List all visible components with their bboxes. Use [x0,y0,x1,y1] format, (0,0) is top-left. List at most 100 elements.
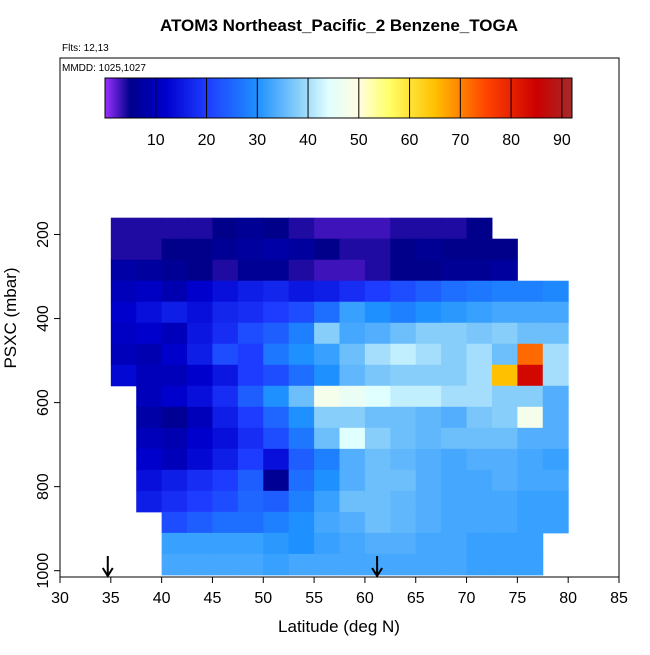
heat-cell [364,238,391,261]
heat-cell [415,511,442,534]
heat-cell [415,322,442,345]
heat-cell [212,406,239,429]
heat-cell [110,238,137,261]
heat-cell [441,511,468,534]
heat-cell [288,490,315,513]
heat-cell [136,364,163,387]
heat-cell [339,217,366,240]
heat-cell [161,364,188,387]
heat-cell [237,469,264,492]
heat-cell [466,553,493,576]
heat-cell [415,301,442,324]
heat-cell [212,553,239,576]
arrow [101,556,114,578]
heat-cell [263,469,290,492]
heat-cell [364,364,391,387]
heat-cell [441,238,468,261]
colorbar [104,77,573,119]
heat-cell [390,469,417,492]
heat-cell [415,448,442,471]
heat-cell [212,385,239,408]
heat-cell [136,385,163,408]
heat-cell [542,490,569,513]
heat-cell [110,364,137,387]
heat-cell [187,301,213,324]
heat-cell [314,364,340,387]
heat-cell [136,406,163,429]
heat-cell [288,322,315,345]
heat-cell [237,343,264,366]
heat-cell [212,238,239,261]
heat-cell [491,406,518,429]
colorbar-tick-label: 10 [147,132,165,149]
heat-cell [136,322,163,345]
x-tick-label: 85 [610,590,628,607]
heat-cell [441,259,468,282]
heat-cell [237,490,264,513]
heat-cell [161,259,188,282]
heat-cell [517,343,544,366]
colorbar-tick-label: 50 [350,132,368,149]
heat-cell [314,280,340,303]
x-tick-label: 65 [407,590,425,607]
heat-cell [187,406,213,429]
heat-cell [466,427,493,450]
heat-cell [237,259,264,282]
x-tick-label: 60 [356,590,374,607]
heat-cell [187,490,213,513]
heat-cell [364,427,391,450]
heat-cell [415,553,442,576]
heat-cell [339,532,366,555]
y-tick-label: 1000 [35,553,52,589]
heat-cell [161,238,188,261]
heat-cell [390,322,417,345]
heat-cell [441,301,468,324]
heat-cell [390,406,417,429]
heat-cell [314,427,340,450]
heat-cell [542,364,569,387]
heat-cell [161,427,188,450]
heat-cell [339,490,366,513]
heat-cell [491,322,518,345]
arrow-head [371,567,383,578]
heat-cell [415,385,442,408]
heat-cell [339,322,366,345]
heat-cell [415,280,442,303]
heat-cell [364,490,391,513]
heat-cell [364,301,391,324]
heat-cell [415,406,442,429]
heat-cell [491,259,518,282]
heat-cell [415,238,442,261]
heat-cell [314,238,340,261]
heat-cell [110,343,137,366]
heat-cell [288,238,315,261]
heat-cell [263,448,290,471]
heat-cell [466,259,493,282]
heat-cell [136,280,163,303]
heat-cell [390,553,417,576]
heat-cell [339,511,366,534]
heat-cell [339,364,366,387]
heat-cell [161,301,188,324]
heat-cell [237,385,264,408]
heat-cell [161,553,188,576]
heat-cell [110,322,137,345]
heat-cell [491,364,518,387]
x-tick-label: 75 [508,590,526,607]
heat-cell [212,490,239,513]
chart-title: ATOM3 Northeast_Pacific_2 Benzene_TOGA [160,16,518,35]
heat-cell [161,469,188,492]
heat-cell [441,553,468,576]
heat-cell [517,322,544,345]
heat-cell [466,217,493,240]
heat-cell [288,448,315,471]
heat-cell [339,238,366,261]
heat-cell [542,343,569,366]
heat-cell [263,301,290,324]
heat-cell [491,490,518,513]
heat-cell [212,448,239,471]
x-tick-label: 40 [153,590,171,607]
heat-cell [390,511,417,534]
heat-cell [263,385,290,408]
heat-cell [187,532,213,555]
